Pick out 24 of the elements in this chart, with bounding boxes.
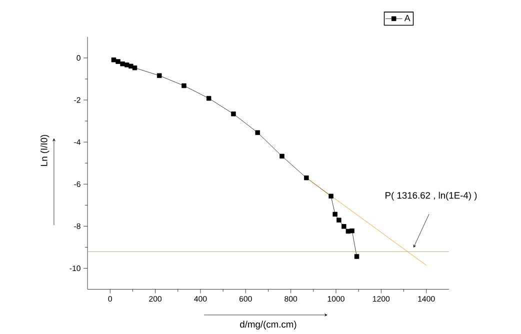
annotation: P( 1316.62 , ln(1E-4) )	[386, 192, 477, 201]
point	[255, 130, 260, 136]
point	[116, 59, 120, 64]
point	[128, 64, 134, 69]
point	[206, 96, 212, 101]
point	[132, 66, 138, 70]
point	[332, 212, 338, 217]
point	[124, 62, 130, 68]
point	[111, 58, 116, 62]
point	[231, 112, 236, 116]
point	[280, 154, 284, 159]
x-axis-title: d/mg/(cm.cm)	[240, 320, 296, 330]
point	[304, 176, 309, 180]
point	[336, 218, 342, 223]
point	[342, 224, 346, 229]
point	[120, 62, 125, 66]
point	[328, 194, 334, 199]
point	[350, 228, 354, 234]
point	[156, 73, 162, 78]
legend-label: A	[404, 15, 410, 22]
point	[346, 229, 351, 234]
y-axis-title: Ln (I/I0)	[40, 135, 50, 166]
point	[182, 83, 186, 88]
point	[354, 254, 360, 259]
